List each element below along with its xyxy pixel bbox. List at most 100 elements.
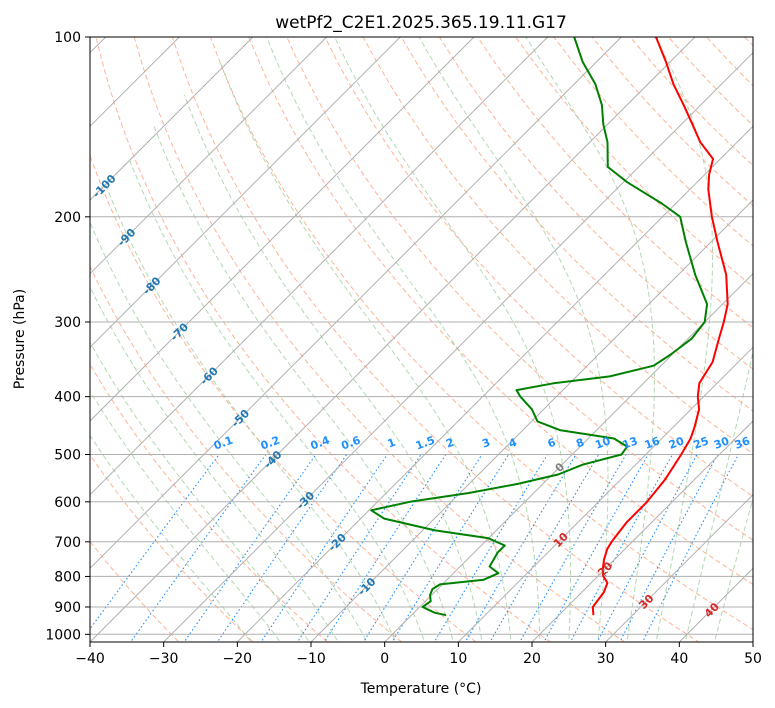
chart-title: wetPf2_C2E1.2025.365.19.11.G17 (275, 13, 567, 33)
y-tick-label: 500 (54, 448, 81, 464)
isotherm-line (90, 37, 475, 422)
moist-adiabat-line (104, 182, 397, 642)
dry-adiabat-line (400, 37, 753, 412)
mixing-ratio-lines (90, 454, 739, 642)
isotherm-line (90, 37, 254, 201)
isotherm-line (531, 420, 753, 642)
mixing-ratio-label: 10 (593, 434, 612, 452)
sounding-profiles (370, 37, 729, 617)
dry-adiabat-line (515, 37, 753, 288)
moist-adiabat-line (684, 349, 753, 642)
x-tick-label: 10 (449, 651, 467, 667)
mixing-ratio-line (569, 454, 673, 642)
axes-frame (89, 36, 754, 643)
dry-adiabat-line (90, 153, 477, 642)
isotherm-line (310, 199, 753, 642)
y-tick-label: 800 (54, 569, 81, 585)
isotherm-line (383, 272, 753, 642)
dry-adiabat-line (248, 37, 753, 586)
dry-adiabat-line (90, 540, 180, 642)
mixing-ratio-label: 20 (667, 434, 686, 452)
isotherm-line (90, 37, 549, 496)
mixing-ratio-line (362, 454, 483, 642)
isotherm-line (90, 37, 328, 275)
moist-adiabat-line (183, 94, 483, 642)
dry-adiabat-line (95, 37, 552, 642)
mixing-ratio-label: 13 (621, 434, 640, 451)
y-axis-ticks: 100 200 300 400 500 600 700 800 900 1000 (45, 30, 90, 643)
dry-adiabat-line (324, 37, 753, 498)
x-tick-label: 0 (380, 651, 389, 667)
mixing-ratio-line (260, 454, 388, 642)
mixing-ratio-label: 4 (507, 436, 519, 451)
x-tick-label: 50 (744, 651, 762, 667)
mixing-ratio-label: 30 (712, 434, 731, 452)
x-tick-label: 30 (597, 651, 615, 667)
x-tick-label: 20 (523, 651, 541, 667)
moist-adiabat-line (90, 341, 310, 642)
mixing-ratio-line (391, 454, 510, 642)
dry-adiabat-line (210, 37, 753, 631)
isotherm-line (90, 37, 401, 349)
isotherm-line (457, 346, 753, 642)
y-tick-label: 200 (54, 210, 81, 226)
isotherm-line (236, 125, 753, 642)
mixing-ratio-label: 6 (546, 436, 558, 451)
moist-adiabat-line (713, 497, 753, 642)
mixing-ratio-label: 0.4 (309, 434, 332, 453)
y-tick-label: 1000 (45, 627, 81, 643)
mixing-ratio-line (619, 454, 719, 642)
mixing-ratio-line (90, 454, 220, 630)
mixing-ratio-label: 8 (574, 436, 586, 451)
dry-adiabat-line (171, 37, 700, 642)
isotherm-line (90, 37, 622, 570)
mixing-ratio-line (464, 454, 577, 642)
y-tick-label: 900 (54, 600, 81, 616)
mixing-ratio-labels: 0.1 0.2 0.4 0.6 1 1.5 2 3 4 6 8 10 13 16 20 25 30 36 (212, 434, 752, 453)
moist-adiabat-line (418, 37, 609, 642)
mixing-ratio-line (183, 454, 317, 642)
moist-adiabats (90, 37, 753, 642)
moist-adiabat-line (334, 37, 571, 642)
mixing-ratio-label: 0.2 (259, 434, 282, 453)
temperature-profile-line (591, 37, 729, 616)
y-tick-label: 100 (54, 30, 81, 46)
x-axis-ticks: −40 −30 −20 −10 0 10 20 30 40 50 (75, 642, 762, 667)
moist-adiabat-line (654, 37, 713, 642)
dewpoint-profile-line (370, 37, 709, 617)
x-tick-label: −20 (223, 651, 253, 667)
moist-adiabat-line (90, 286, 339, 642)
mixing-ratio-line (323, 454, 447, 642)
isobar-gridlines (90, 37, 753, 635)
x-tick-label: −40 (75, 651, 105, 667)
mixing-ratio-label: 2 (444, 436, 456, 451)
y-tick-label: 700 (54, 535, 81, 551)
dry-adiabat-line (90, 363, 329, 642)
moist-adiabat-line (525, 37, 656, 642)
y-axis-label: Pressure (hPa) (12, 289, 28, 389)
mixing-ratio-label: 0.1 (212, 434, 235, 453)
mixing-ratio-line (296, 454, 422, 642)
moist-adiabat-line (266, 37, 541, 642)
mixing-ratio-label: 25 (692, 434, 711, 451)
moist-adiabat-line (90, 390, 281, 642)
mixing-ratio-line (129, 454, 267, 642)
x-tick-label: 40 (670, 651, 688, 667)
isotherm-line (90, 37, 696, 642)
mixing-ratio-line (216, 454, 348, 642)
y-tick-label: 600 (54, 495, 81, 511)
moist-adiabat-line (90, 220, 368, 642)
dry-adiabat-line (133, 37, 626, 642)
moist-adiabat-line (219, 61, 512, 642)
mixing-ratio-line (433, 454, 548, 642)
mixing-ratio-line (596, 454, 698, 642)
dry-adiabat-line (90, 453, 254, 642)
x-tick-label: −10 (296, 651, 326, 667)
isotherm-lines (90, 37, 753, 642)
mixing-ratio-label: 3 (480, 436, 492, 451)
mixing-ratio-label: 0.6 (340, 434, 363, 453)
mixing-ratio-label: 1 (386, 436, 398, 451)
mixing-ratio-label: 36 (733, 434, 752, 452)
